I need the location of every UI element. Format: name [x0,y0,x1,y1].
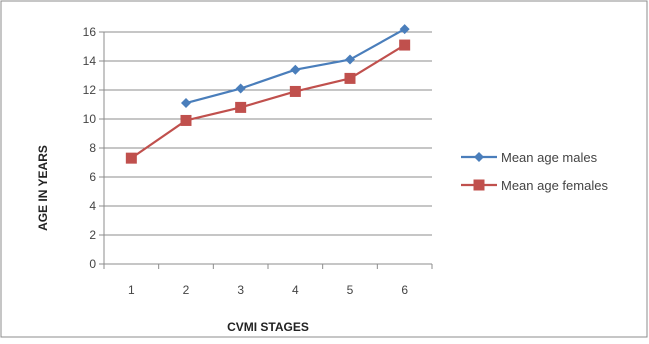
legend-marker [473,179,485,191]
x-tick-label: 5 [347,283,354,297]
data-point [180,114,192,126]
x-tick-labels: 1 2 3 4 5 6 [128,283,408,297]
data-point [125,152,137,164]
data-point [344,72,356,84]
axes [99,31,433,269]
y-tick-label: 16 [83,25,97,39]
legend-label: Mean age females [501,178,608,193]
gridlines [104,31,432,236]
x-tick-label: 3 [237,283,244,297]
series-line [130,44,406,160]
legend-marker [474,152,484,162]
x-tick-label: 2 [183,283,190,297]
y-tick-labels: 0 2 4 6 8 10 12 14 16 [83,25,97,271]
y-tick-label: 14 [83,54,97,68]
y-tick-label: 4 [89,199,96,213]
data-point [345,54,355,65]
x-tick-label: 1 [128,283,135,297]
y-tick-label: 2 [89,228,96,242]
x-axis-title: CVMI STAGES [227,320,309,334]
y-axis-title: AGE IN YEARS [36,145,50,231]
data-point [399,24,410,35]
y-tick-label: 6 [89,170,96,184]
y-tick-label: 8 [89,141,96,155]
data-point [290,64,301,75]
legend: Mean age males Mean age females [461,150,608,193]
y-tick-label: 12 [83,83,97,97]
x-tick-label: 6 [401,283,408,297]
data-point [235,101,247,113]
data-point [289,85,301,97]
x-tick-label: 4 [292,283,299,297]
y-tick-label: 10 [83,112,97,126]
legend-label: Mean age males [501,150,598,165]
data-point [399,39,411,51]
data-point [235,83,246,94]
data-point [181,98,191,109]
y-tick-label: 0 [89,257,96,271]
series-group [125,24,411,164]
